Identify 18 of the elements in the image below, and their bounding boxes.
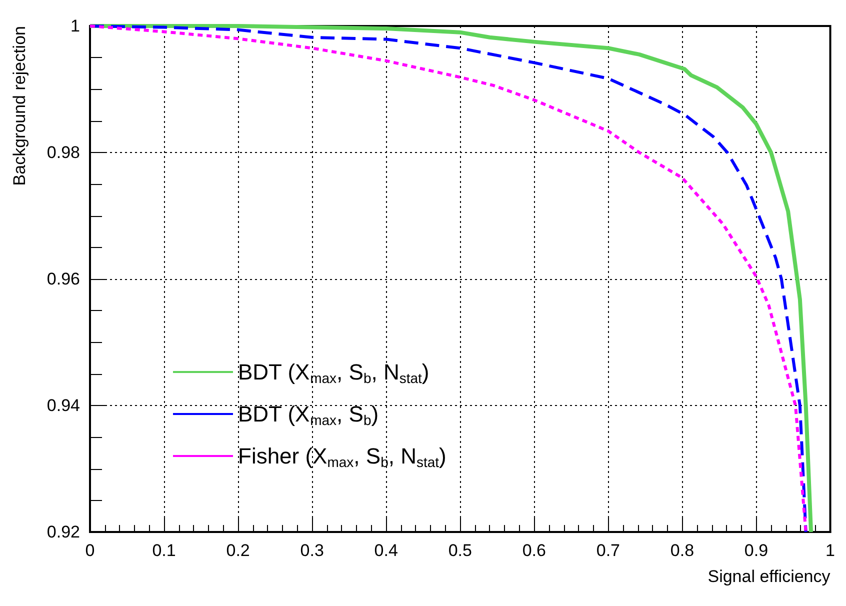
- y-tick-label: 0.94: [46, 396, 80, 415]
- x-tick-label: 0.6: [522, 541, 546, 560]
- x-axis-title: Signal efficiency: [708, 567, 831, 586]
- x-tick-label: 0.3: [300, 541, 324, 560]
- x-tick-label: 0: [85, 541, 95, 560]
- y-axis-title: Background rejection: [10, 26, 29, 186]
- x-tick-label: 1: [826, 541, 836, 560]
- x-tick-label: 0.5: [448, 541, 472, 560]
- x-tick-label: 0.7: [596, 541, 620, 560]
- x-tick-label: 0.1: [152, 541, 176, 560]
- y-tick-label: 0.98: [46, 143, 80, 162]
- x-tick-label: 0.4: [374, 541, 398, 560]
- y-tick-label: 1: [70, 16, 80, 36]
- y-tick-label: 0.96: [46, 270, 80, 288]
- x-tick-label: 0.2: [226, 541, 250, 560]
- y-tick-label: 0.92: [46, 522, 80, 542]
- x-tick-label: 0.8: [670, 541, 694, 560]
- x-tick-label: 0.9: [744, 541, 768, 560]
